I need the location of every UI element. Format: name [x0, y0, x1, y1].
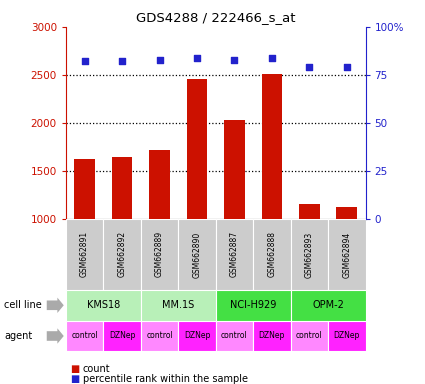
Bar [215, 321, 253, 351]
Text: percentile rank within the sample: percentile rank within the sample [83, 374, 248, 384]
Bar [66, 321, 103, 351]
Bar [178, 321, 215, 351]
Bar [103, 219, 141, 290]
Point [269, 55, 275, 61]
Bar [141, 290, 215, 321]
Bar [261, 74, 282, 219]
Bar [103, 321, 141, 351]
Bar [74, 159, 95, 219]
Text: GSM662892: GSM662892 [118, 231, 127, 278]
Bar [178, 219, 215, 290]
Bar [299, 204, 320, 219]
Point [156, 56, 163, 63]
Text: ■: ■ [70, 374, 79, 384]
Bar [215, 219, 253, 290]
Text: DZNep: DZNep [109, 331, 135, 341]
Bar [253, 321, 291, 351]
Point [193, 55, 200, 61]
Text: GSM662894: GSM662894 [342, 231, 351, 278]
Bar [328, 321, 366, 351]
Bar [66, 290, 141, 321]
Text: OPM-2: OPM-2 [312, 300, 344, 310]
Bar [291, 290, 366, 321]
Text: DZNep: DZNep [259, 331, 285, 341]
Text: count: count [83, 364, 110, 374]
Text: cell line: cell line [4, 300, 42, 310]
Text: ■: ■ [70, 364, 79, 374]
Bar [337, 207, 357, 219]
Text: agent: agent [4, 331, 32, 341]
Text: GSM662889: GSM662889 [155, 231, 164, 278]
Text: GSM662891: GSM662891 [80, 231, 89, 278]
Text: GSM662893: GSM662893 [305, 231, 314, 278]
Bar [291, 321, 328, 351]
Text: DZNep: DZNep [334, 331, 360, 341]
Bar [141, 219, 178, 290]
Text: DZNep: DZNep [184, 331, 210, 341]
Text: control: control [296, 331, 323, 341]
Bar [291, 219, 328, 290]
Point [231, 56, 238, 63]
Text: GSM662890: GSM662890 [193, 231, 201, 278]
Title: GDS4288 / 222466_s_at: GDS4288 / 222466_s_at [136, 11, 295, 24]
Bar [187, 79, 207, 219]
Text: KMS18: KMS18 [87, 300, 120, 310]
Bar [253, 219, 291, 290]
Text: control: control [221, 331, 248, 341]
Bar [215, 290, 291, 321]
Text: NCI-H929: NCI-H929 [230, 300, 276, 310]
Text: GSM662887: GSM662887 [230, 231, 239, 278]
Text: control: control [146, 331, 173, 341]
Text: MM.1S: MM.1S [162, 300, 194, 310]
Text: GSM662888: GSM662888 [267, 232, 276, 277]
Bar [149, 150, 170, 219]
Point [119, 58, 125, 65]
Point [81, 58, 88, 65]
Bar [141, 321, 178, 351]
Point [306, 64, 313, 70]
Bar [224, 120, 245, 219]
Bar [328, 219, 366, 290]
Point [343, 64, 350, 70]
Bar [112, 157, 132, 219]
Text: control: control [71, 331, 98, 341]
Bar [66, 219, 103, 290]
